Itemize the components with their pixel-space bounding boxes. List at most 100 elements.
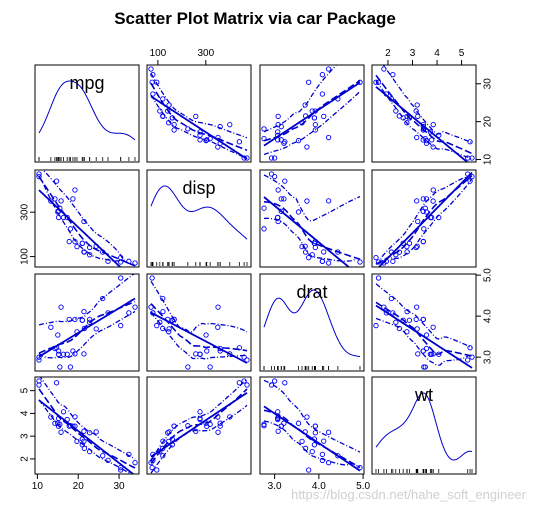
- data-point: [413, 244, 419, 251]
- data-point: [36, 357, 42, 363]
- spread-upper: [375, 175, 473, 265]
- spread-upper: [263, 379, 361, 453]
- panels: mpg disp drat wt: [34, 64, 477, 475]
- spread-upper: [263, 174, 361, 222]
- data-point: [244, 382, 250, 388]
- data-point: [423, 345, 430, 352]
- spread-lower: [38, 310, 136, 359]
- data-point: [79, 240, 85, 246]
- data-point: [58, 429, 64, 435]
- data-point: [428, 214, 435, 221]
- data-point: [469, 354, 475, 360]
- data-point: [126, 310, 132, 316]
- data-point: [215, 304, 221, 310]
- spread-upper: [150, 280, 248, 333]
- data-point: [304, 144, 310, 150]
- tick-label: 10: [483, 154, 494, 166]
- regression-line: [375, 304, 473, 369]
- data-point: [193, 351, 199, 357]
- variable-label-wt: wt: [414, 385, 433, 405]
- loess-smooth: [38, 300, 136, 354]
- data-point: [157, 108, 163, 114]
- data-point: [390, 310, 396, 316]
- data-point: [404, 113, 410, 119]
- top-axis-disp: 100 300: [150, 48, 215, 65]
- loess-smooth: [38, 388, 136, 469]
- data-point: [227, 351, 233, 357]
- panel-disp-vs-disp: disp: [146, 169, 252, 268]
- data-point: [373, 255, 379, 261]
- data-point: [390, 72, 396, 78]
- tick-label: 5: [20, 387, 31, 393]
- panel-content: [148, 275, 250, 370]
- data-point: [53, 178, 60, 184]
- loess-smooth: [263, 409, 361, 469]
- data-point: [275, 129, 281, 135]
- data-point: [55, 351, 62, 357]
- data-point: [81, 308, 87, 315]
- spread-lower: [375, 317, 473, 366]
- panel-frame: [146, 376, 252, 475]
- data-point: [312, 430, 318, 436]
- panel-frame: [146, 169, 252, 268]
- data-point: [319, 72, 326, 78]
- data-point: [415, 218, 421, 225]
- data-point: [271, 155, 278, 161]
- data-point: [93, 429, 99, 435]
- left-axis-wt: 2 3 4 5: [20, 387, 35, 462]
- panel-content: [38, 80, 136, 161]
- data-point: [157, 319, 163, 325]
- data-point: [48, 198, 54, 204]
- spread-lower: [375, 178, 473, 265]
- tick-label: 300: [20, 203, 31, 220]
- data-point: [319, 451, 326, 458]
- data-point: [295, 209, 302, 215]
- spread-lower: [263, 90, 361, 156]
- data-point: [306, 255, 312, 261]
- data-point: [325, 260, 332, 266]
- data-point: [105, 258, 111, 264]
- data-point: [312, 423, 318, 429]
- data-point: [215, 324, 221, 330]
- data-point: [48, 324, 54, 330]
- data-point: [150, 91, 156, 97]
- data-point: [160, 453, 166, 459]
- tick-label: 3.0: [483, 350, 494, 364]
- data-point: [60, 351, 67, 357]
- data-point: [304, 198, 310, 204]
- outer-axes: 100 300 2 3 4 5 10 20 30 3.0 4.0 5.0 100 300 2 3 4 5 10 20 3…: [20, 48, 494, 492]
- data-point: [261, 421, 267, 427]
- spread-upper: [150, 72, 248, 139]
- data-point: [406, 317, 413, 323]
- regression-line: [263, 405, 361, 472]
- data-point: [414, 134, 420, 141]
- data-point: [430, 144, 436, 150]
- regression-line: [263, 196, 351, 267]
- data-point: [390, 258, 396, 264]
- tick-label: 4.0: [483, 309, 494, 323]
- data-point: [275, 428, 281, 434]
- panel-frame: [34, 273, 140, 372]
- data-point: [430, 198, 436, 204]
- data-point: [207, 364, 213, 370]
- spread-upper: [375, 283, 473, 349]
- data-point: [325, 66, 332, 72]
- data-point: [268, 155, 275, 161]
- tick-label: 30: [114, 481, 126, 492]
- data-point: [325, 198, 332, 204]
- tick-label: 5.0: [483, 268, 494, 282]
- panel-frame: [146, 273, 252, 372]
- panel-drat-vs-mpg: [34, 273, 140, 372]
- spread-lower: [263, 217, 361, 262]
- density-curve-disp: [150, 185, 248, 240]
- panel-content: [261, 171, 363, 267]
- data-point: [312, 127, 318, 133]
- panel-frame: [259, 376, 365, 475]
- data-point: [321, 249, 327, 255]
- data-point: [79, 317, 85, 323]
- loess-smooth: [150, 388, 248, 464]
- panel-drat-vs-drat: drat: [259, 273, 365, 372]
- loess-smooth: [150, 82, 248, 152]
- data-point: [87, 316, 93, 323]
